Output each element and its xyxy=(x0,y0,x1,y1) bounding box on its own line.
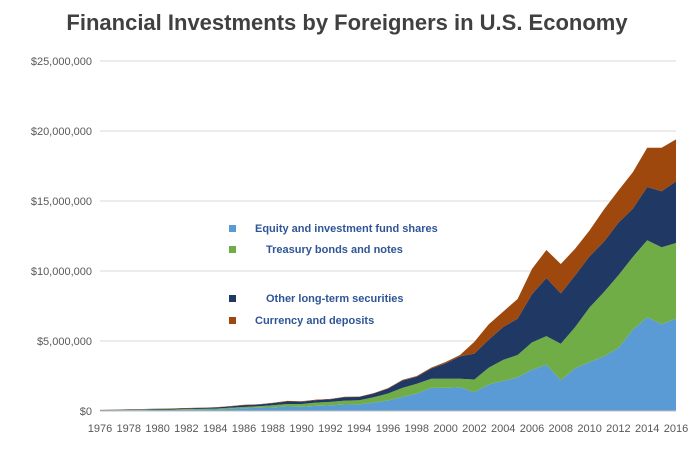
legend-swatch xyxy=(229,317,236,324)
x-tick-label: 1978 xyxy=(117,423,141,435)
x-tick-label: 1986 xyxy=(232,423,256,435)
area-series-4 xyxy=(100,139,676,411)
y-tick-label: $15,000,000 xyxy=(31,196,92,208)
x-tick-label: 1984 xyxy=(203,423,227,435)
tick-labels: $0 $5,000,000 $10,000,000 $15,000,000 $20,00… xyxy=(31,56,688,435)
x-tick-label: 1998 xyxy=(405,423,429,435)
x-tick-label: 2006 xyxy=(520,423,544,435)
x-tick-label: 2008 xyxy=(549,423,573,435)
y-tick-label: $0 xyxy=(80,406,92,418)
area-series-3 xyxy=(100,181,676,411)
x-tick-label: 1992 xyxy=(318,423,342,435)
y-tick-label: $10,000,000 xyxy=(31,266,92,278)
x-tick-label: 1976 xyxy=(88,423,112,435)
y-tick-label: $20,000,000 xyxy=(31,126,92,138)
legend-label: Equity and investment fund shares xyxy=(255,223,438,235)
x-tick-label: 2016 xyxy=(664,423,688,435)
area-series-1 xyxy=(100,317,676,411)
x-tick-label: 1982 xyxy=(174,423,198,435)
chart-title: Financial Investments by Foreigners in U… xyxy=(66,10,628,35)
legend: Equity and investment fund shares Treasur… xyxy=(229,223,438,327)
legend-label: Other long-term securities xyxy=(266,293,404,305)
x-tick-label: 2002 xyxy=(462,423,486,435)
legend-swatch xyxy=(229,225,236,232)
legend-swatch xyxy=(229,295,236,302)
y-tick-label: $5,000,000 xyxy=(37,336,92,348)
x-tick-label: 2012 xyxy=(606,423,630,435)
x-tick-label: 2014 xyxy=(635,423,659,435)
x-tick-label: 1994 xyxy=(347,423,371,435)
x-tick-label: 2000 xyxy=(433,423,457,435)
area-series-2 xyxy=(100,240,676,411)
x-tick-label: 1996 xyxy=(376,423,400,435)
legend-swatch xyxy=(229,246,236,253)
legend-label: Treasury bonds and notes xyxy=(266,244,403,256)
x-tick-label: 2004 xyxy=(491,423,515,435)
x-tick-label: 1988 xyxy=(261,423,285,435)
x-tick-label: 2010 xyxy=(577,423,601,435)
x-tick-label: 1990 xyxy=(289,423,313,435)
y-tick-label: $25,000,000 xyxy=(31,56,92,68)
series-areas xyxy=(100,139,676,411)
x-tick-label: 1980 xyxy=(145,423,169,435)
legend-label: Currency and deposits xyxy=(255,315,374,327)
